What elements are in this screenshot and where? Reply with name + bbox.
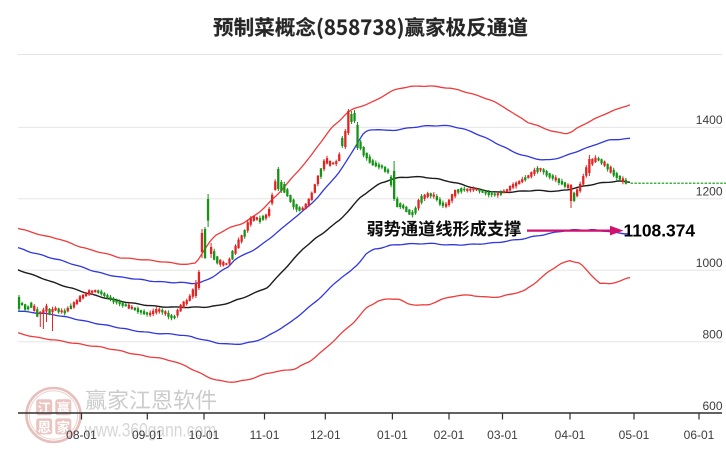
svg-text:1108.374: 1108.374 (624, 221, 696, 241)
svg-text:1200: 1200 (696, 185, 723, 199)
svg-text:09-01: 09-01 (132, 428, 163, 442)
svg-text:06-01: 06-01 (684, 428, 715, 442)
svg-text:08-01: 08-01 (66, 428, 97, 442)
svg-text:12-01: 12-01 (310, 428, 341, 442)
svg-text:10-01: 10-01 (189, 428, 220, 442)
svg-text:1400: 1400 (696, 113, 723, 127)
svg-text:05-01: 05-01 (619, 428, 650, 442)
svg-text:800: 800 (702, 328, 722, 342)
svg-text:www.360gann.com: www.360gann.com (84, 419, 217, 441)
svg-text:01-01: 01-01 (377, 428, 408, 442)
svg-text:1000: 1000 (696, 256, 723, 270)
svg-text:11-01: 11-01 (250, 428, 280, 442)
svg-text:03-01: 03-01 (487, 428, 518, 442)
svg-text:02-01: 02-01 (434, 428, 465, 442)
svg-text:04-01: 04-01 (555, 428, 586, 442)
svg-text:600: 600 (702, 399, 722, 413)
